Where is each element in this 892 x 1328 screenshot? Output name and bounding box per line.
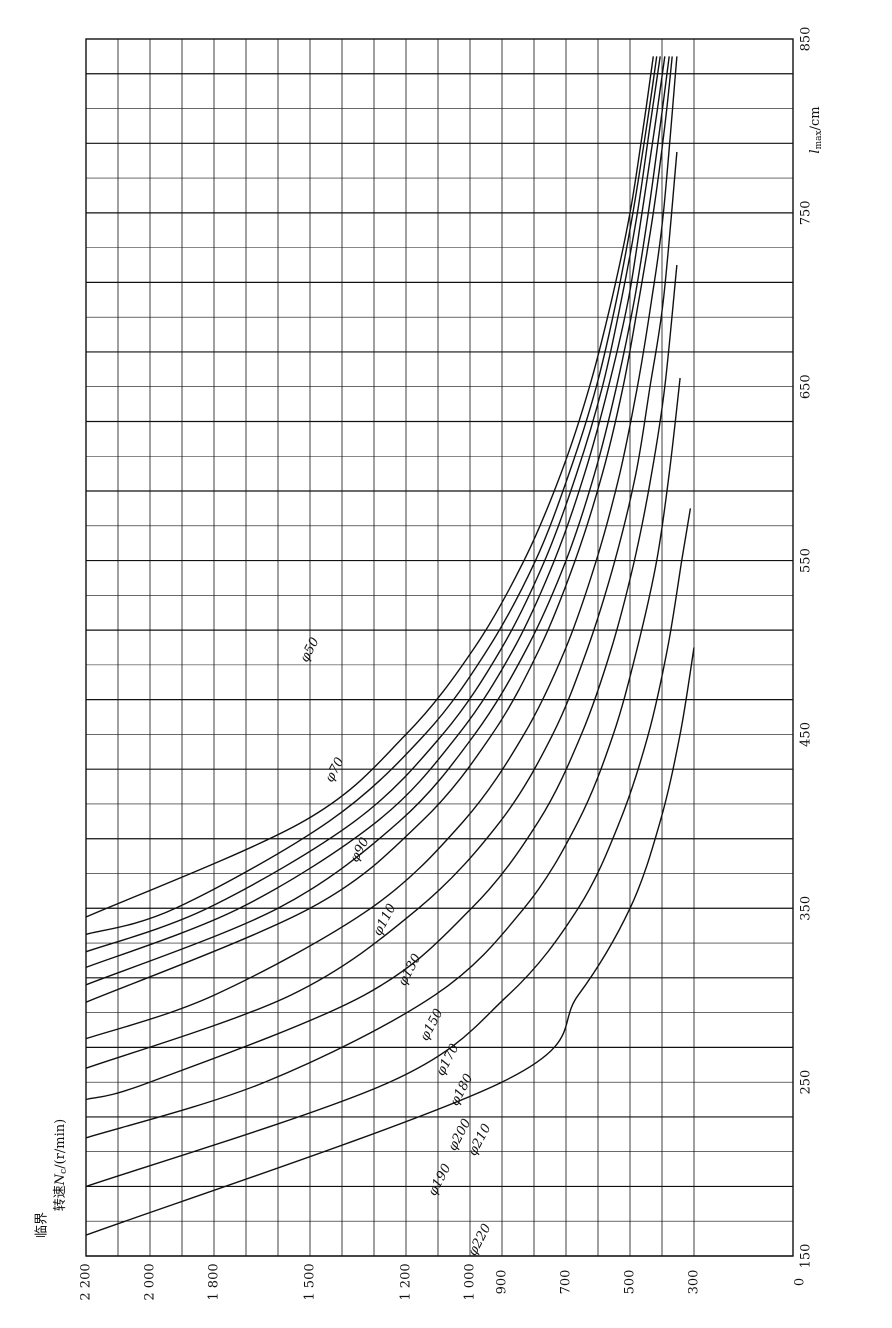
y-tick-label: 1 000 [463, 1263, 478, 1300]
curves [85, 56, 695, 1236]
series-line-φ150 [85, 56, 678, 1040]
grid [85, 38, 794, 1257]
series-line-φ210 [85, 56, 658, 936]
x-axis-label-main: l [808, 149, 823, 153]
curve-labels: φ50φ70φ90φ110φ130φ150φ170φ180φ190φ200φ21… [297, 635, 494, 1258]
x-tick-label: 150 [799, 1244, 814, 1269]
series-line-φ130 [85, 151, 678, 1069]
x-tick-label: 250 [799, 1070, 814, 1095]
x-tick-labels: 150 250 350 450 550 650 750 850 [799, 27, 814, 1269]
x-tick-label: 450 [799, 722, 814, 747]
series-label: φ130 [395, 952, 424, 989]
x-axis-label-unit: /cm [808, 106, 823, 130]
y-tick-label: 2 200 [79, 1263, 94, 1300]
x-tick-label: 750 [799, 200, 814, 225]
series-label: φ110 [370, 902, 399, 939]
series-line-φ190 [85, 56, 666, 969]
series-line-φ110 [85, 264, 678, 1101]
series-label: φ90 [347, 835, 372, 865]
series-line-φ90 [85, 377, 681, 1139]
y-axis-label-line2: 转速Nc/(r/min) [53, 1119, 69, 1211]
y-axis-label-unit: /(r/min) [53, 1119, 68, 1169]
y-tick-label: 2 000 [143, 1263, 158, 1300]
y-axis-label-symbol: N [53, 1173, 68, 1186]
y-tick-labels: 2 200 2 000 1 800 1 500 1 200 1 000 900 700 500 3… [79, 1263, 702, 1300]
series-label: φ190 [425, 1162, 454, 1199]
y-axis-label: 临界 转速Nc/(r/min) [35, 1119, 69, 1238]
y-axis-label-prefix: 转速 [53, 1185, 68, 1211]
series-line-φ50 [85, 647, 695, 1236]
series-label: φ50 [297, 635, 322, 665]
series-line-φ170 [85, 56, 673, 1003]
series-line-φ180 [85, 56, 670, 986]
y-tick-label: 500 [623, 1270, 638, 1295]
x-tick-label: 350 [799, 896, 814, 921]
y-tick-label: 1 500 [303, 1263, 318, 1300]
x-tick-label: 850 [799, 27, 814, 52]
series-line-φ220 [85, 56, 654, 918]
x-axis-label: lmax/cm [808, 106, 824, 153]
x-tick-label: 550 [799, 548, 814, 573]
y-tick-label: 300 [687, 1270, 702, 1295]
svg-text:lmax/cm: lmax/cm [808, 106, 824, 153]
y-tick-label: 1 800 [207, 1263, 222, 1300]
y-tick-label: 700 [559, 1270, 574, 1295]
series-label: φ70 [322, 755, 347, 785]
y-tick-label: 1 200 [399, 1263, 414, 1300]
y-axis-label-line1: 临界 [35, 1212, 50, 1238]
x-axis-label-sub: max [814, 130, 824, 149]
y-tick-label: 900 [495, 1270, 510, 1295]
series-line-φ70 [85, 508, 692, 1188]
y-axis-label-sub: c [59, 1169, 69, 1174]
series-label: φ150 [417, 1007, 446, 1044]
y-origin-label: 0 [793, 1278, 808, 1286]
series-label: φ180 [447, 1072, 476, 1109]
series-line-φ200 [85, 56, 661, 953]
x-tick-label: 650 [799, 374, 814, 399]
